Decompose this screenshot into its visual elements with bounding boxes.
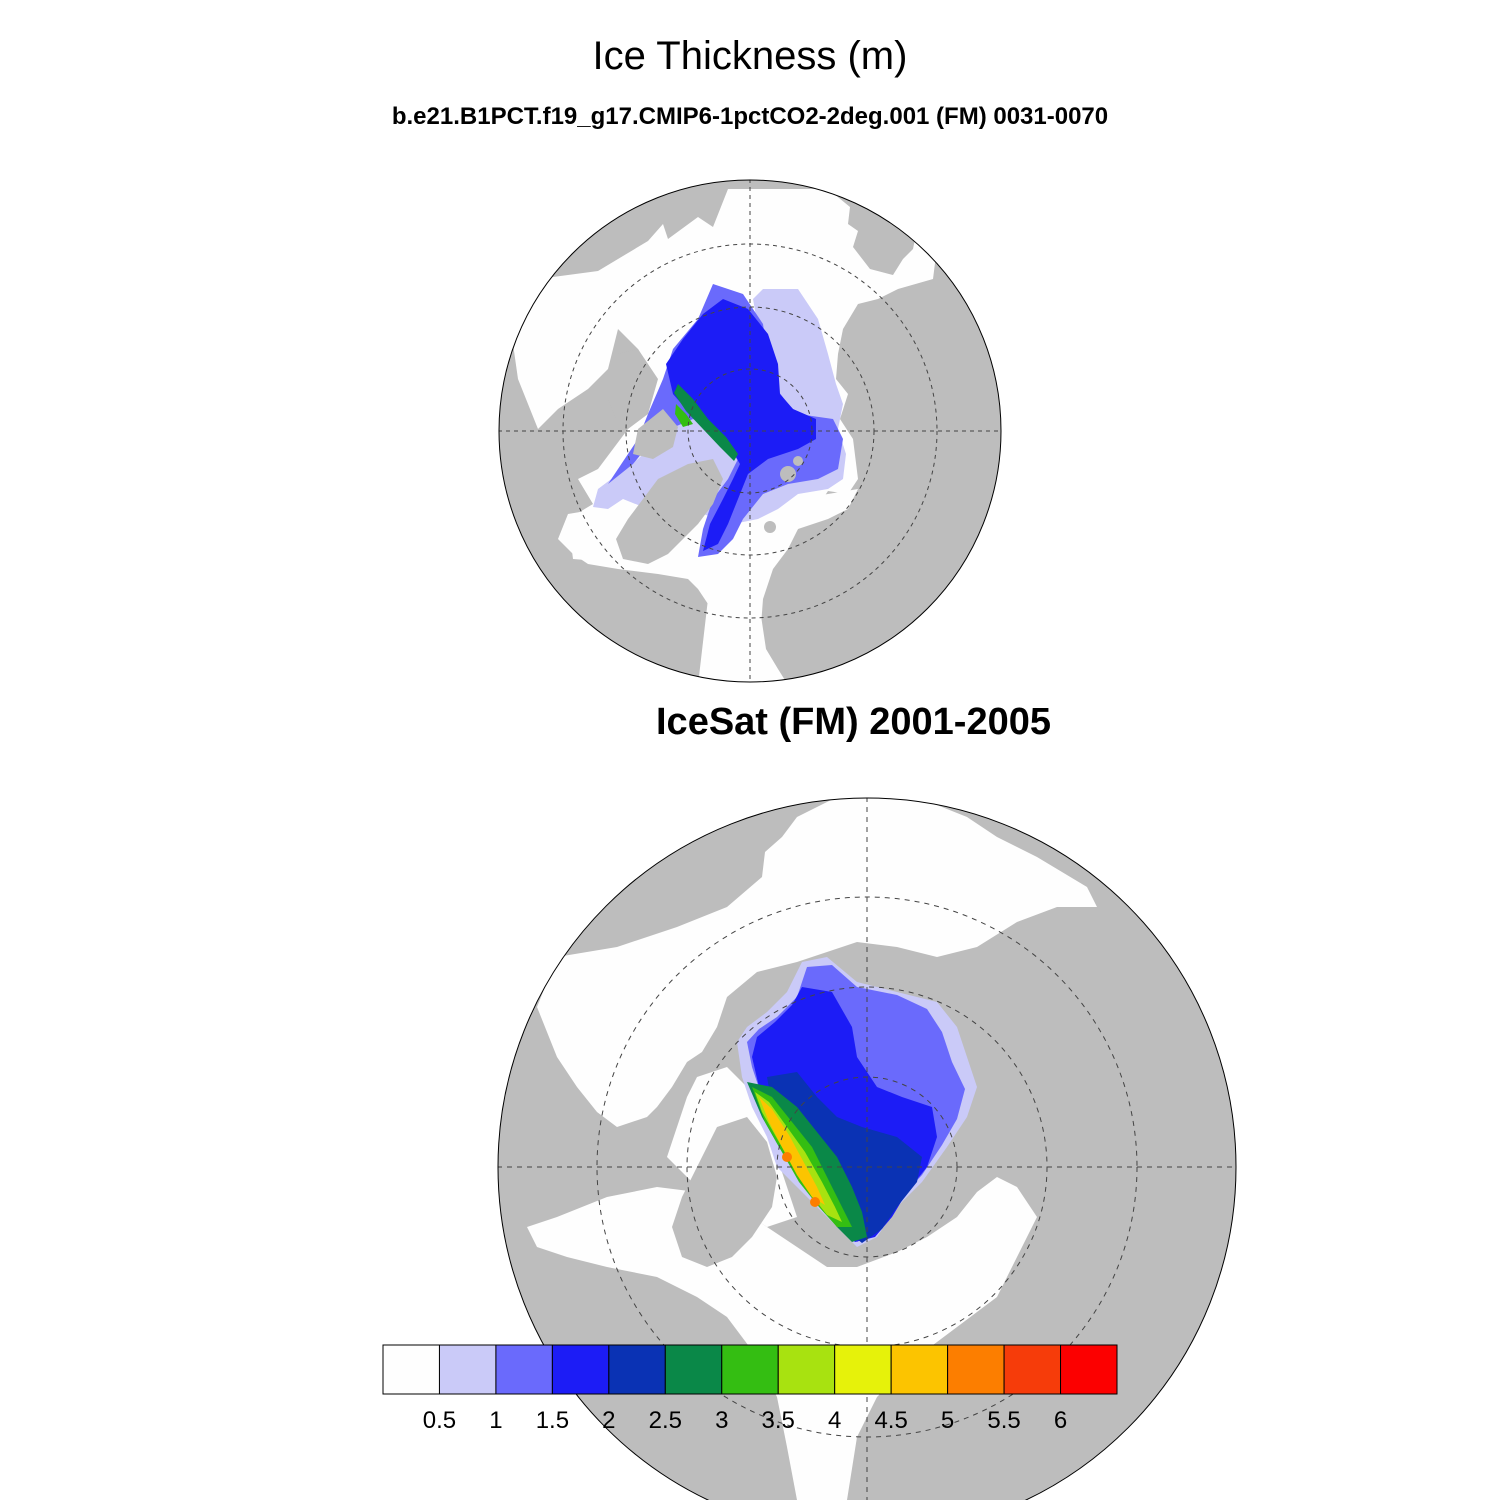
colorbar-tick-label: 4 bbox=[828, 1407, 842, 1434]
model-map-border bbox=[498, 179, 1002, 683]
colorbar-tick-label: 1.5 bbox=[535, 1407, 570, 1434]
obs-grid-lat-1 bbox=[596, 896, 1138, 1438]
obs-ice-max-2 bbox=[810, 1197, 820, 1207]
colorbar-box bbox=[890, 1344, 949, 1395]
colorbar-box bbox=[495, 1344, 553, 1395]
model-ice-edge-lime bbox=[675, 404, 693, 427]
colorbar-box bbox=[1060, 1344, 1118, 1395]
model-island-3 bbox=[793, 456, 803, 466]
colorbar-tick-label: 0.5 bbox=[422, 1407, 457, 1434]
model-grid-lat-2 bbox=[625, 306, 875, 556]
colorbar-box bbox=[382, 1344, 440, 1395]
obs-ocean-south bbox=[527, 1177, 1037, 1500]
colorbar-box bbox=[834, 1344, 892, 1395]
obs-grid-lat-3 bbox=[776, 1076, 958, 1258]
model-polar-map bbox=[498, 179, 1002, 683]
colorbar-tick-label: 2 bbox=[602, 1407, 616, 1434]
colorbar-tick-label: 5 bbox=[940, 1407, 955, 1434]
colorbar-box bbox=[721, 1344, 779, 1395]
colorbar-box bbox=[777, 1344, 836, 1395]
obs-panel-title: IceSat (FM) 2001-2005 bbox=[656, 701, 1051, 743]
model-panel-subtitle: b.e21.B1PCT.f19_g17.CMIP6-1pctCO2-2deg.0… bbox=[391, 103, 1109, 130]
obs-ocean-north bbox=[537, 798, 1097, 1127]
model-grid-lat-3 bbox=[687, 368, 813, 494]
colorbar-tick-label: 3.5 bbox=[761, 1407, 795, 1434]
colorbar-tick-label: 4.5 bbox=[874, 1407, 908, 1434]
colorbar-box bbox=[947, 1344, 1005, 1395]
colorbar-box bbox=[551, 1344, 610, 1395]
model-ice-thick bbox=[666, 299, 816, 551]
colorbar-box bbox=[1003, 1344, 1062, 1395]
colorbar-tick-label: 5.5 bbox=[987, 1407, 1021, 1434]
obs-map-border bbox=[497, 797, 1237, 1500]
colorbar-tick-label: 6 bbox=[1053, 1407, 1068, 1434]
colorbar-tick-label: 3 bbox=[715, 1407, 729, 1434]
obs-ice-2p5 bbox=[767, 1072, 922, 1243]
model-island-1 bbox=[764, 521, 776, 533]
figure-title: Ice Thickness (m) bbox=[592, 34, 908, 78]
colorbar-box bbox=[664, 1344, 723, 1395]
colorbar-box bbox=[608, 1344, 666, 1395]
colorbar-tick-label: 1 bbox=[489, 1407, 503, 1434]
model-grid-lat-1 bbox=[562, 243, 938, 619]
obs-ice-max-1 bbox=[782, 1152, 792, 1162]
colorbar bbox=[382, 1344, 1118, 1395]
model-greenland bbox=[616, 459, 723, 564]
model-island-2 bbox=[780, 466, 796, 482]
model-ice-edge-green bbox=[674, 384, 738, 461]
colorbar-box bbox=[438, 1344, 497, 1395]
obs-ice-5 bbox=[759, 1097, 825, 1205]
colorbar-tick-label: 2.5 bbox=[648, 1407, 682, 1434]
